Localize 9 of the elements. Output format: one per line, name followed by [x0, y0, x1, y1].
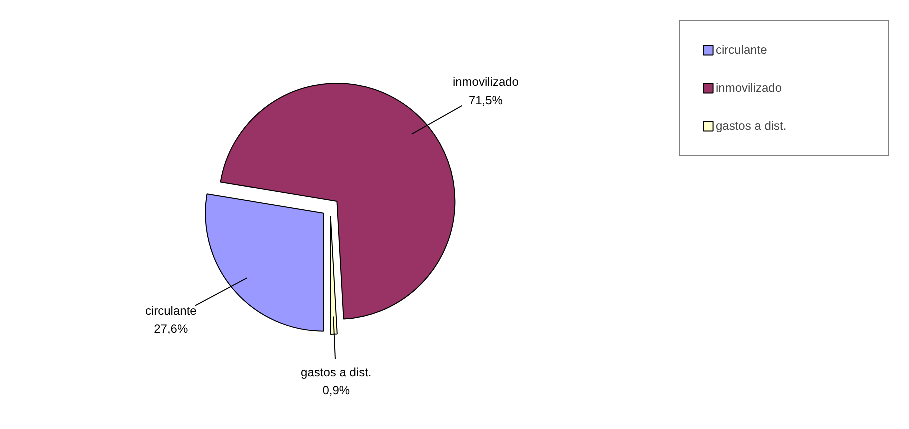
legend-label: gastos a dist.	[716, 119, 788, 133]
legend-label: circulante	[716, 43, 768, 57]
data-label: 71,5%	[468, 93, 504, 108]
slice-label: inmovilizado	[452, 75, 520, 90]
slice-label: circulante	[145, 304, 198, 318]
data-label: 0,9%	[322, 384, 350, 398]
legend-label: inmovilizado	[716, 81, 784, 95]
data-label: 27,6%	[154, 322, 188, 336]
slice-label: gastos a dist.	[301, 365, 372, 380]
